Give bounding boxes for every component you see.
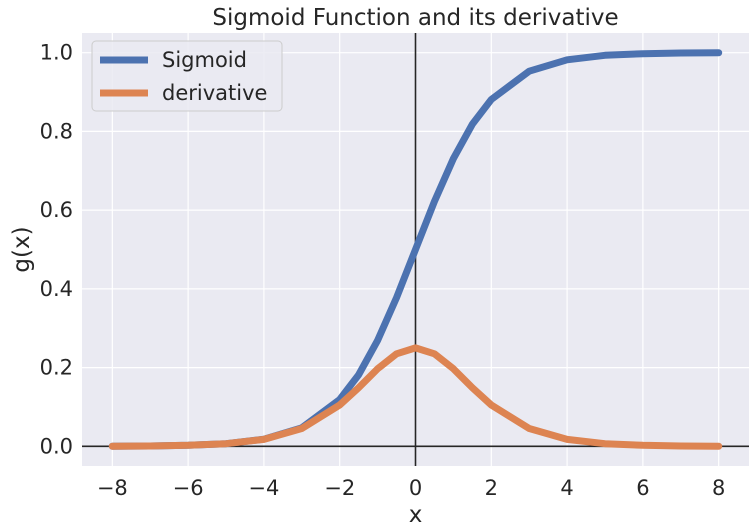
y-tick-label: 0.8 bbox=[40, 119, 73, 143]
y-tick-label: 0.4 bbox=[40, 277, 73, 301]
y-axis-label: g(x) bbox=[9, 226, 35, 272]
y-tick-label: 0.0 bbox=[40, 434, 73, 458]
chart-title: Sigmoid Function and its derivative bbox=[212, 5, 618, 31]
series-line-derivative bbox=[108, 344, 723, 450]
x-tick-label: −2 bbox=[324, 476, 355, 500]
x-tick-label: −4 bbox=[248, 476, 279, 500]
x-tick-label: −8 bbox=[97, 476, 128, 500]
series-lines bbox=[108, 49, 723, 450]
legend-label: Sigmoid bbox=[162, 48, 247, 72]
y-tick-label: 1.0 bbox=[40, 41, 73, 65]
y-tick-label: 0.6 bbox=[40, 198, 73, 222]
legend-label: derivative bbox=[162, 81, 267, 105]
x-tick-label: −6 bbox=[173, 476, 204, 500]
x-tick-label: 4 bbox=[560, 476, 573, 500]
x-tick-label: 2 bbox=[485, 476, 498, 500]
legend: Sigmoid derivative bbox=[91, 40, 283, 112]
x-tick-label: 8 bbox=[712, 476, 725, 500]
x-axis-label: x bbox=[409, 502, 423, 528]
x-tick-label: 0 bbox=[409, 476, 422, 500]
y-tick-label: 0.2 bbox=[40, 356, 73, 380]
x-tick-label: 6 bbox=[636, 476, 649, 500]
tick-labels: −8 −6 −4 −2 0 2 4 6 8 0.0 0.2 0.4 0.6 0.8 1.0 bbox=[40, 41, 726, 500]
